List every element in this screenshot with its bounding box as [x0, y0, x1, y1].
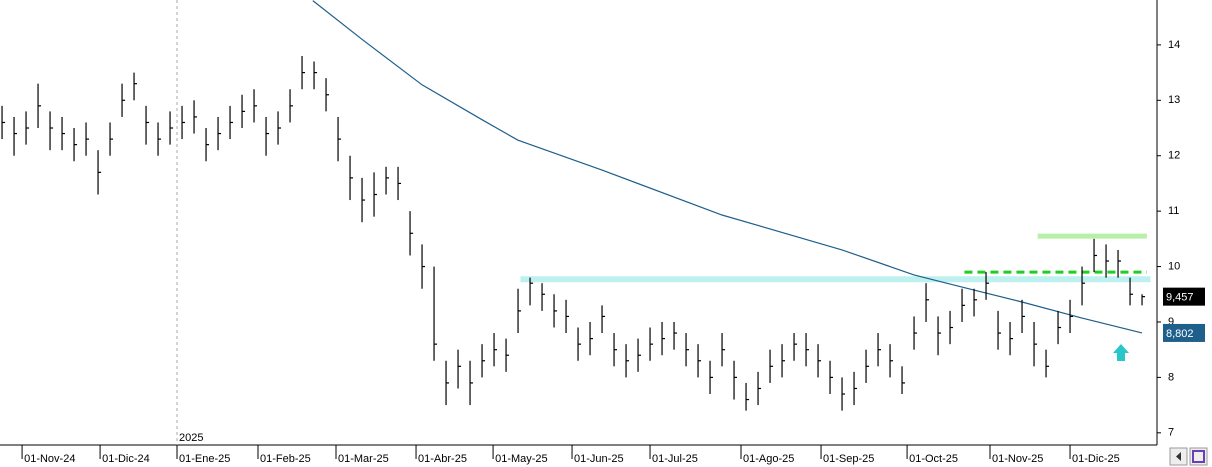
- y-tick-label: 10: [1168, 260, 1180, 272]
- price-tag: [1163, 287, 1205, 306]
- y-tick-label: 13: [1168, 94, 1180, 106]
- x-tick-label: 01-Mar-25: [338, 453, 389, 465]
- y-tick-label: 8: [1168, 371, 1174, 383]
- x-tick-label: 01-Dic-24: [102, 453, 150, 465]
- x-tick-label: 01-Nov-25: [992, 453, 1043, 465]
- x-tick-label: 01-Jun-25: [574, 453, 624, 465]
- price-tag-label: 9,457: [1166, 292, 1194, 304]
- year-label: 2025: [179, 432, 203, 444]
- y-tick-label: 9: [1168, 316, 1174, 328]
- x-tick-label: 01-Oct-25: [909, 453, 958, 465]
- arrow-icon: [1113, 344, 1129, 361]
- y-tick-label: 14: [1168, 39, 1180, 51]
- x-tick-label: 01-Jul-25: [652, 453, 698, 465]
- y-tick-label: 12: [1168, 150, 1180, 162]
- x-tick-label: 01-Nov-24: [24, 453, 75, 465]
- scroll-buttons[interactable]: [1169, 447, 1208, 466]
- x-tick-label: 01-Dic-25: [1072, 453, 1120, 465]
- plot-area: [1, 0, 1151, 411]
- y-tick-label: 7: [1168, 427, 1174, 439]
- moving-average: [312, 0, 1143, 334]
- x-tick-label: 01-Abr-25: [418, 453, 467, 465]
- x-tick-label: 01-May-25: [495, 453, 548, 465]
- x-tick-label: 01-Ene-25: [179, 453, 230, 465]
- price-tag: [1163, 323, 1205, 342]
- price-tag-label: 8,802: [1166, 328, 1194, 340]
- x-tick-label: 01-Sep-25: [823, 453, 874, 465]
- y-tick-label: 11: [1168, 205, 1179, 217]
- x-tick-label: 01-Feb-25: [260, 453, 311, 465]
- x-tick-label: 01-Ago-25: [743, 453, 794, 465]
